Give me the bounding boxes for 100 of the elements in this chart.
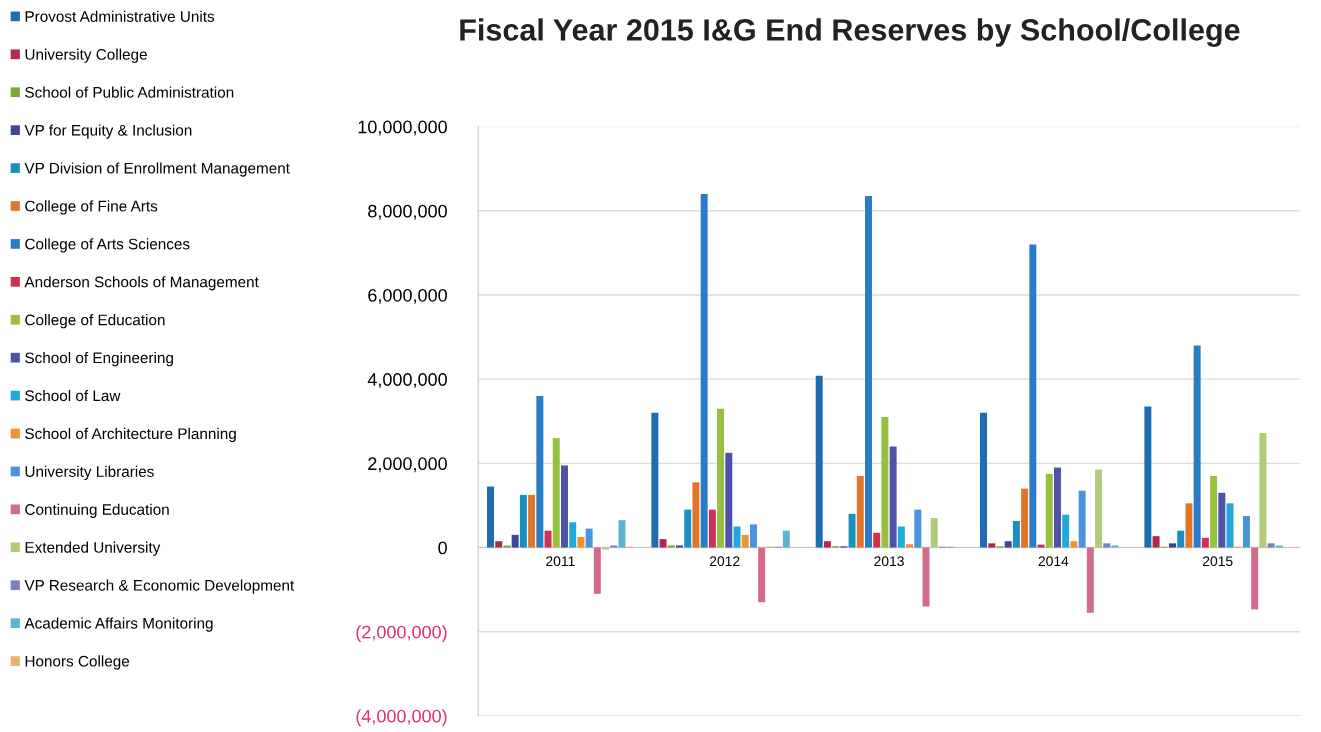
legend-label: VP for Equity & Inclusion <box>24 124 192 139</box>
bar <box>602 547 610 550</box>
bar <box>717 408 725 548</box>
bar <box>552 438 560 548</box>
bar <box>1177 530 1185 548</box>
bar <box>692 482 700 548</box>
bar <box>1062 514 1070 548</box>
bar <box>1201 537 1209 548</box>
legend-label: Provost Administrative Units <box>25 10 215 22</box>
legend-label: College of Education <box>25 314 165 329</box>
bar <box>782 530 790 548</box>
bar <box>684 509 692 548</box>
bar <box>528 494 536 548</box>
bar <box>495 541 503 548</box>
legend-label: School of Architecture Planning <box>25 427 236 443</box>
bar <box>1103 543 1111 548</box>
bar <box>856 475 864 548</box>
bar <box>487 486 495 548</box>
bar <box>1053 467 1061 548</box>
bar <box>906 544 914 548</box>
bar <box>1251 547 1259 610</box>
bar <box>1210 475 1218 548</box>
bar <box>980 412 988 548</box>
bar <box>914 509 922 548</box>
bar <box>988 543 996 548</box>
bar <box>569 522 577 548</box>
bar <box>1267 543 1275 548</box>
y-tick-label: 8,000,000 <box>368 204 447 220</box>
bar <box>1193 345 1201 548</box>
bar <box>889 446 897 548</box>
y-tick-label: 10,000,000 <box>358 120 447 136</box>
bar <box>536 396 544 548</box>
legend-label: School of Public Administration <box>25 86 234 98</box>
bar <box>1012 521 1020 548</box>
legend-label: Extended University <box>25 541 161 556</box>
bar <box>659 539 667 548</box>
legend-label: University College <box>25 48 147 63</box>
legend-label: Academic Affairs Monitoring <box>24 617 213 632</box>
x-tick-label: 2012 <box>709 556 740 567</box>
x-tick-label: 2015 <box>1202 556 1233 567</box>
bar <box>873 532 881 548</box>
bar <box>593 547 601 594</box>
bar <box>1275 545 1283 548</box>
bar <box>708 509 716 548</box>
bar <box>848 513 856 548</box>
bar <box>823 541 831 548</box>
bar <box>725 452 733 548</box>
chart-title: Fiscal Year 2015 I&G End Reserves by School/College <box>460 18 1240 47</box>
legend-label: Continuing Education <box>25 503 169 518</box>
y-tick-label: (4,000,000) <box>356 709 447 727</box>
bar <box>676 545 683 548</box>
bar <box>1111 545 1119 548</box>
bar <box>815 375 823 548</box>
bar <box>865 196 872 548</box>
bar <box>749 524 757 548</box>
legend-label: VP Research & Economic Development <box>24 579 295 594</box>
y-tick-label: (2,000,000) <box>356 625 447 642</box>
bar <box>897 526 905 548</box>
y-tick-label: 6,000,000 <box>368 288 447 304</box>
bar <box>700 193 708 548</box>
bar <box>1185 503 1193 548</box>
x-tick-label: 2011 <box>546 556 575 567</box>
bar <box>511 534 519 548</box>
bar <box>881 417 889 548</box>
bar <box>667 545 675 548</box>
legend-label: Anderson Schools of Management <box>24 276 259 291</box>
bar <box>585 528 593 548</box>
bar <box>1144 406 1152 548</box>
bar <box>1218 492 1226 548</box>
legend-label: School of Law <box>25 389 121 402</box>
bar <box>733 526 741 548</box>
y-tick-label: 2,000,000 <box>368 457 447 473</box>
bar <box>1242 515 1250 548</box>
bar <box>1021 488 1029 548</box>
bar <box>1029 244 1037 548</box>
bar <box>1037 544 1045 548</box>
bar <box>519 494 527 548</box>
bar <box>577 537 585 548</box>
legend-label: College of Arts Sciences <box>25 238 190 253</box>
bar <box>1070 541 1078 548</box>
legend-label: School of Engineering <box>25 352 173 367</box>
bar <box>1086 547 1094 613</box>
legend-label: College of Fine Arts <box>25 200 158 215</box>
bar <box>758 547 766 603</box>
bar <box>651 412 659 548</box>
bar <box>503 545 511 548</box>
bar <box>1169 543 1176 548</box>
x-tick-label: 2014 <box>1038 556 1069 567</box>
bar <box>930 518 938 548</box>
bar <box>1004 541 1012 548</box>
x-tick-label: 2013 <box>874 556 904 567</box>
bar <box>1259 433 1267 548</box>
y-tick-label: 0 <box>438 541 447 555</box>
bar <box>560 465 568 548</box>
bar <box>610 545 618 548</box>
bar <box>1226 503 1234 548</box>
bar <box>741 534 749 548</box>
legend-label: Honors College <box>25 655 130 670</box>
bar <box>1045 473 1053 548</box>
bar <box>1152 536 1160 548</box>
